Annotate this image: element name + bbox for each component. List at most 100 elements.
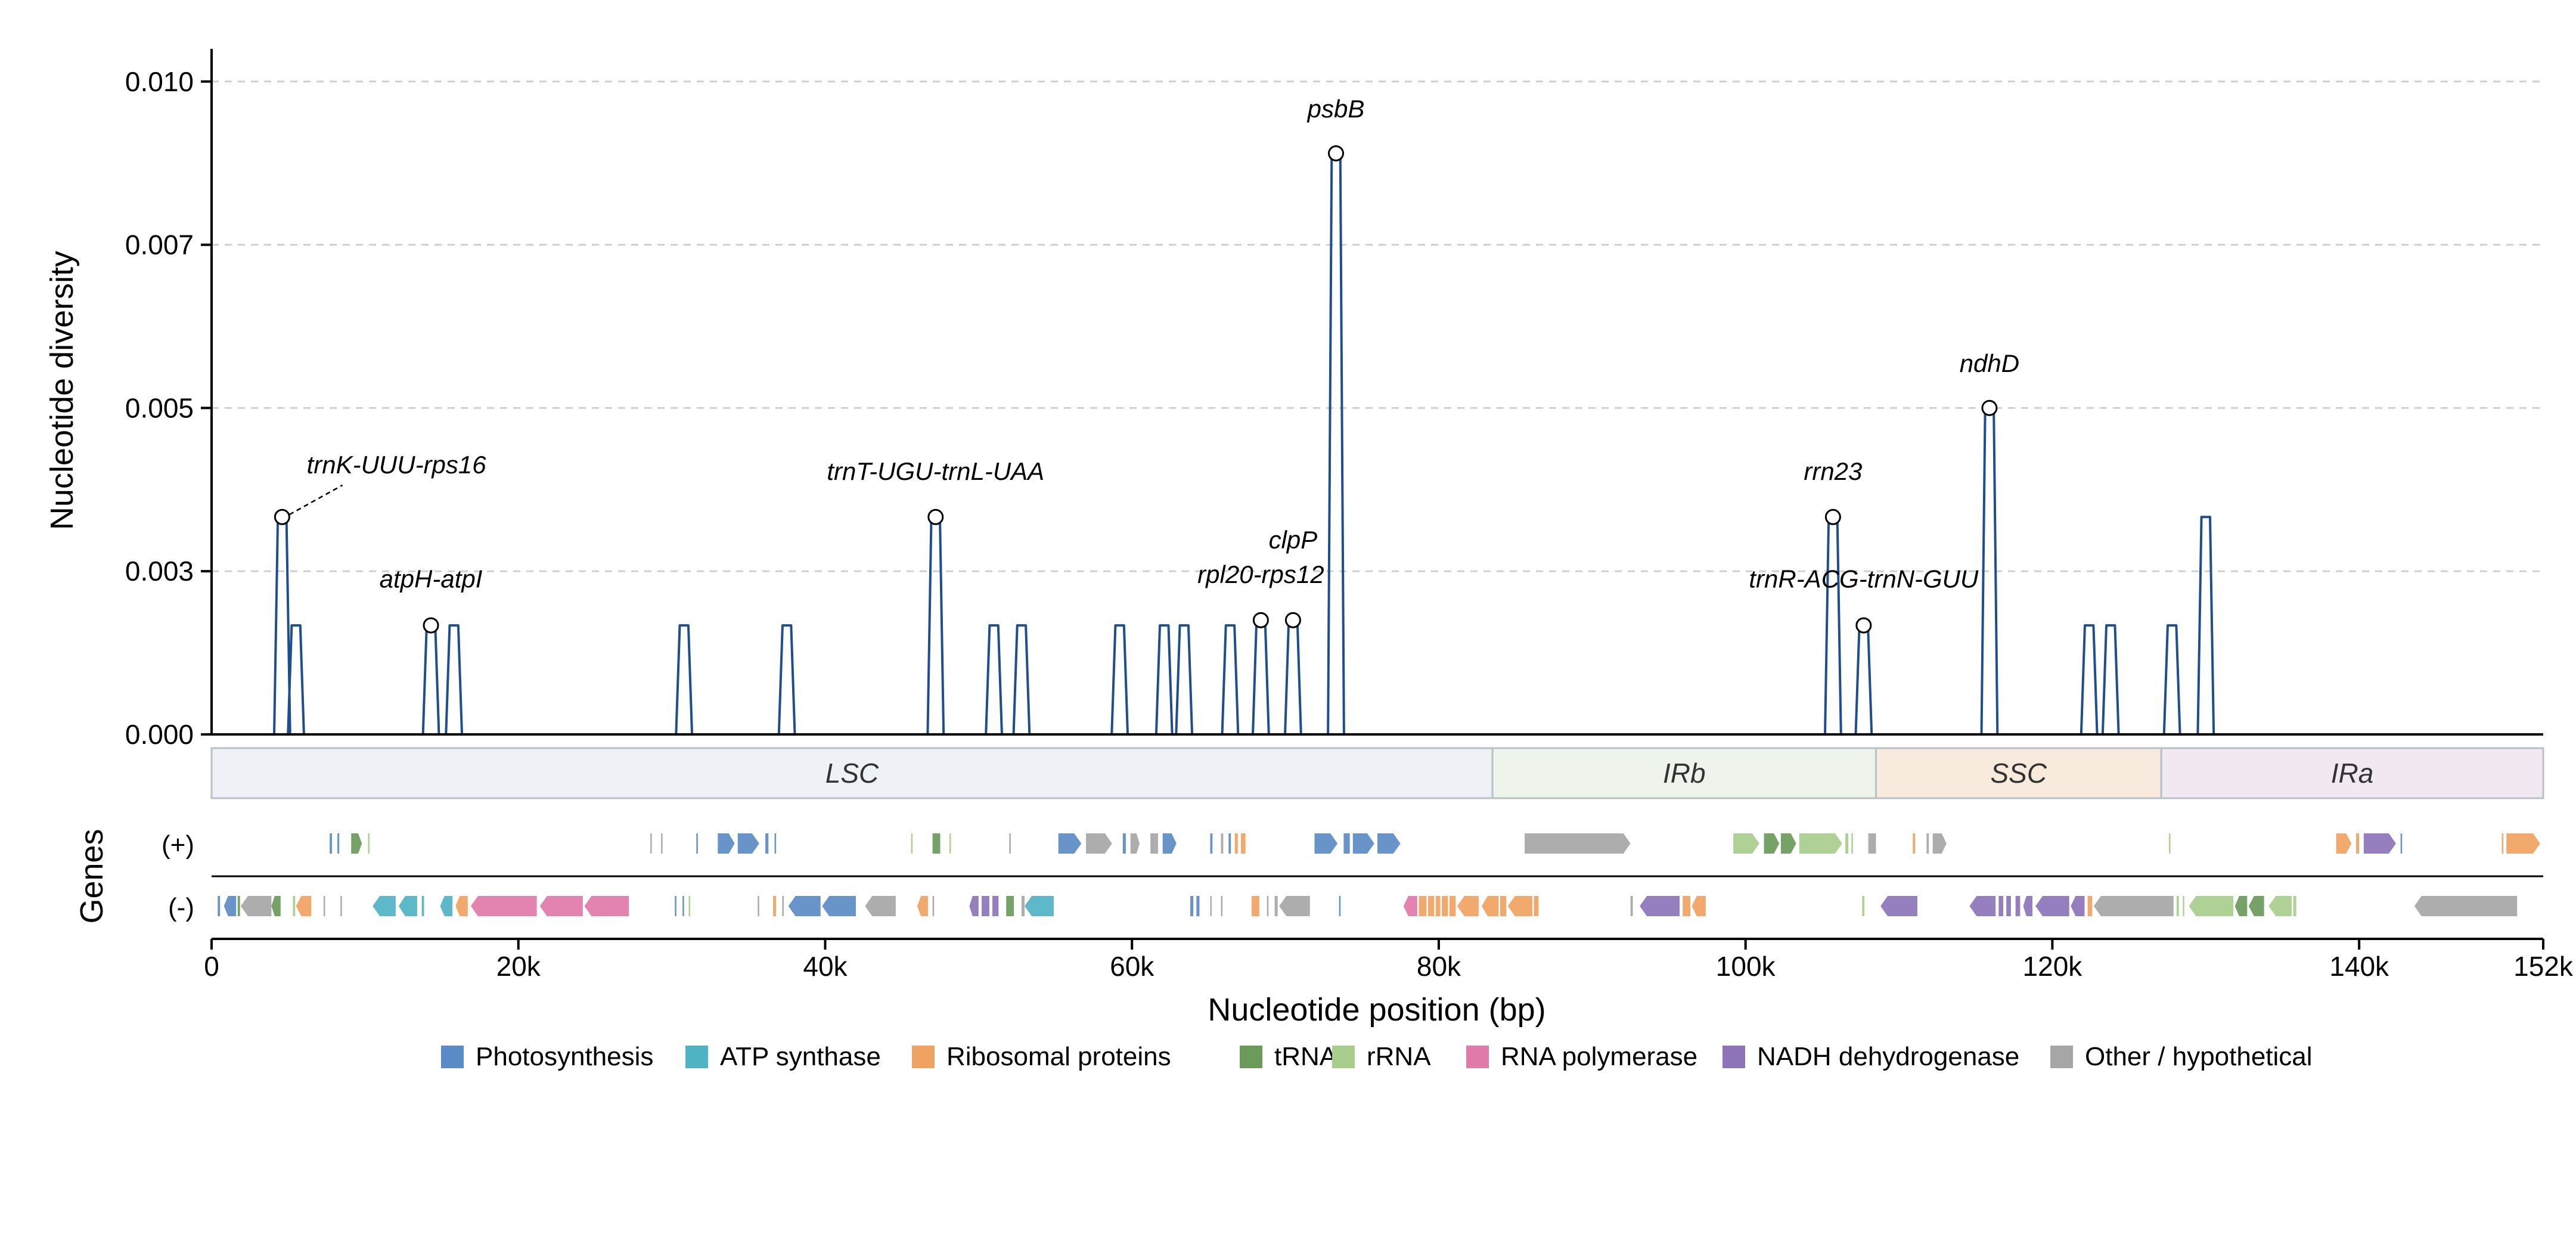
annotation-label: atpH-atpI — [380, 565, 483, 593]
gene-feature — [911, 833, 913, 854]
gene-feature — [2189, 896, 2234, 916]
gene-feature — [772, 896, 777, 916]
gene-feature — [1122, 833, 1126, 854]
annotation-marker — [1981, 399, 1998, 416]
x-tick-label: 60k — [1110, 951, 1154, 982]
gene-feature — [688, 896, 690, 916]
legend-swatch — [2050, 1046, 2073, 1068]
gene-feature — [1427, 896, 1435, 916]
region-block — [210, 747, 1494, 799]
gene-feature — [2336, 833, 2352, 854]
gene-feature — [1058, 833, 1082, 854]
x-tick-label: 100k — [1716, 951, 1776, 982]
legend-label: ATP synthase — [720, 1042, 881, 1071]
strand-label-plus: (+) — [162, 830, 194, 860]
gene-feature — [1851, 833, 1853, 854]
gene-feature — [1442, 896, 1448, 916]
gene-feature — [1630, 896, 1633, 916]
annotation-label: trnK-UUU-rps16 — [307, 451, 487, 479]
gene-feature — [1926, 833, 1929, 854]
gene-feature — [2363, 833, 2396, 854]
gene-feature — [758, 896, 759, 916]
x-tick-label: 0 — [204, 951, 219, 982]
legend-label: Ribosomal proteins — [946, 1042, 1171, 1071]
gene-feature — [1507, 896, 1532, 916]
gene-feature — [368, 833, 370, 854]
gene-feature — [1221, 896, 1223, 916]
gene-feature — [969, 896, 979, 916]
gene-feature — [1130, 833, 1140, 854]
gene-feature — [539, 896, 583, 916]
annotation-marker — [1284, 612, 1301, 628]
gene-feature — [2268, 896, 2292, 916]
x-tick-label: 140k — [2329, 951, 2389, 982]
gene-feature — [398, 896, 417, 916]
gene-feature — [782, 896, 784, 916]
legend-swatch — [441, 1046, 464, 1068]
gene-feature — [1021, 896, 1025, 916]
gene-feature — [2248, 896, 2264, 916]
y-tick-label: 0.000 — [125, 719, 194, 750]
legend-label: tRNA — [1274, 1042, 1337, 1071]
annotation-marker — [927, 508, 944, 525]
gene-feature — [337, 833, 340, 854]
gene-feature — [293, 896, 296, 916]
gene-feature — [661, 833, 663, 854]
region-label: IRa — [2331, 758, 2374, 789]
gene-feature — [296, 896, 312, 916]
axis-layer: 0.000 0.003 0.005 0.007 0.010 0 20k 40k 60k 80k 10… — [125, 49, 2574, 982]
gene-feature — [774, 833, 777, 854]
legend-swatch — [1332, 1046, 1355, 1068]
gene-feature — [1640, 896, 1680, 916]
x-tick-label: 20k — [496, 951, 541, 982]
gene-feature — [932, 896, 935, 916]
gene-feature — [2501, 833, 2504, 854]
gene-feature — [1457, 896, 1479, 916]
y-tick-label: 0.003 — [125, 556, 194, 587]
gene-feature — [865, 896, 896, 916]
gene-feature — [323, 896, 325, 916]
gene-feature — [788, 896, 821, 916]
annotation-label: trnR-ACG-trnN-GUU — [1749, 565, 1979, 593]
legend-label: Photosynthesis — [476, 1042, 653, 1071]
gene-feature — [1845, 833, 1849, 854]
gene-feature — [1267, 896, 1269, 916]
gene-feature — [917, 896, 928, 916]
gene-feature — [1880, 896, 1917, 916]
gene-feature — [1086, 833, 1112, 854]
annotation-label: clpP — [1269, 526, 1318, 554]
legend-label: Other / hypothetical — [2085, 1042, 2313, 1071]
gene-feature — [1196, 896, 1200, 916]
gene-feature — [1343, 833, 1350, 854]
gene-feature — [1274, 896, 1278, 916]
gene-feature — [650, 833, 652, 854]
gene-feature — [1500, 896, 1507, 916]
gene-feature — [765, 833, 769, 854]
gene-feature — [440, 896, 453, 916]
gene-feature — [1534, 896, 1539, 916]
region-block — [1874, 747, 2162, 799]
gene-feature — [675, 896, 676, 916]
gene-feature — [240, 896, 272, 916]
gene-feature — [696, 833, 698, 854]
annotation-label: rpl20-rps12 — [1197, 560, 1324, 588]
gene-feature — [2071, 896, 2085, 916]
y-axis-title: Nucleotide diversity — [44, 251, 80, 530]
legend-label: RNA polymerase — [1501, 1042, 1697, 1071]
x-tick-label: 40k — [803, 951, 848, 982]
gene-feature — [1733, 833, 1759, 854]
gene-feature — [1251, 896, 1259, 916]
gene-feature — [455, 896, 468, 916]
gene-feature — [2176, 896, 2179, 916]
gene-feature — [822, 896, 856, 916]
annotation-marker — [1855, 617, 1872, 634]
gene-feature — [2093, 896, 2174, 916]
gene-feature — [1482, 896, 1499, 916]
gene-feature — [1969, 896, 1996, 916]
legend-swatch — [912, 1046, 935, 1068]
gene-feature — [2169, 833, 2171, 854]
gene-feature — [1692, 896, 1706, 916]
legend-swatch — [1466, 1046, 1489, 1068]
gene-feature — [351, 833, 362, 854]
